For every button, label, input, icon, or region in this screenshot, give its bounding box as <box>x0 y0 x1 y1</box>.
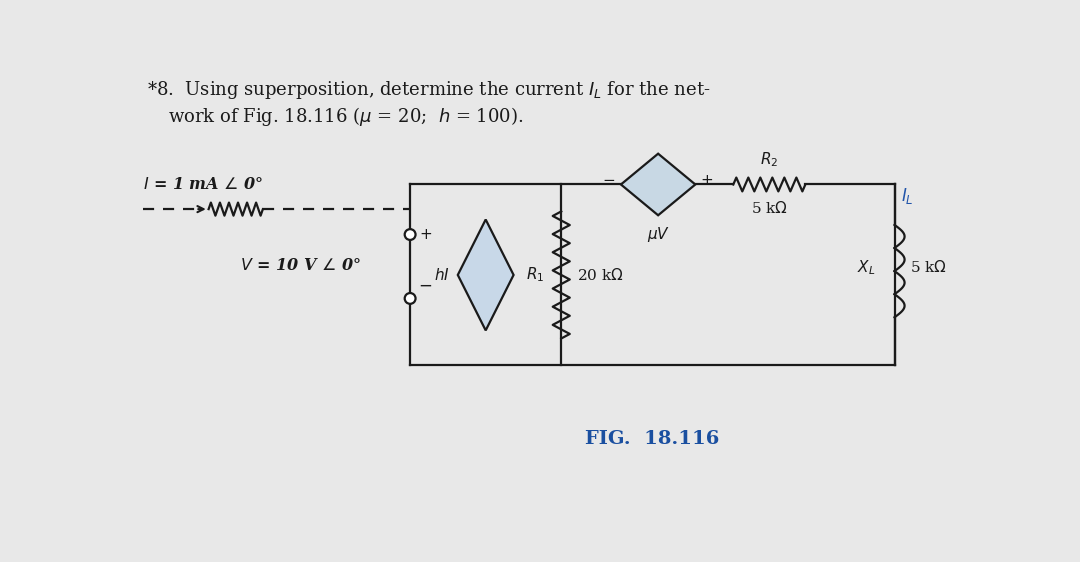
Circle shape <box>405 293 416 304</box>
Text: $V$ = 10 V $\angle$ 0°: $V$ = 10 V $\angle$ 0° <box>240 257 361 274</box>
Text: +: + <box>701 173 714 188</box>
Text: $\mu V$: $\mu V$ <box>647 225 670 244</box>
Text: *8.  Using superposition, determine the current $I_L$ for the net-: *8. Using superposition, determine the c… <box>147 79 711 101</box>
Text: $X_L$: $X_L$ <box>856 258 875 277</box>
Text: $I$ = 1 mA $\angle$ 0°: $I$ = 1 mA $\angle$ 0° <box>143 176 264 193</box>
Text: $hI$: $hI$ <box>434 267 450 283</box>
Text: 20 k$\Omega$: 20 k$\Omega$ <box>577 267 623 283</box>
Text: work of Fig. 18.116 ($\mu$ = 20;  $h$ = 100).: work of Fig. 18.116 ($\mu$ = 20; $h$ = 1… <box>167 105 523 128</box>
Text: $R_1$: $R_1$ <box>526 266 544 284</box>
Text: $R_2$: $R_2$ <box>760 151 779 169</box>
Text: 5 k$\Omega$: 5 k$\Omega$ <box>751 200 787 216</box>
Text: −: − <box>418 277 432 295</box>
Text: FIG.  18.116: FIG. 18.116 <box>585 429 719 447</box>
Text: $I_L$: $I_L$ <box>901 186 914 206</box>
Polygon shape <box>458 220 514 330</box>
Text: +: + <box>419 227 432 242</box>
Polygon shape <box>621 153 696 215</box>
Circle shape <box>405 229 416 240</box>
Text: 5 k$\Omega$: 5 k$\Omega$ <box>910 259 947 275</box>
Text: −: − <box>602 173 615 188</box>
